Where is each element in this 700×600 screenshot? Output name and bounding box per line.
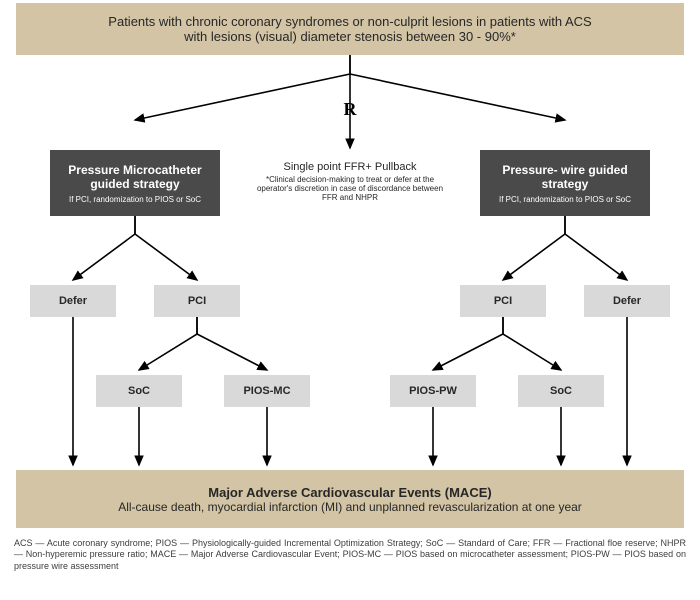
arm-right-title: Pressure- wire guided strategy — [488, 163, 642, 191]
header-line1: Patients with chronic coronary syndromes… — [108, 14, 591, 29]
randomization-label: R — [336, 98, 364, 120]
node-left-pios: PIOS-MC — [224, 375, 310, 407]
node-left-soc: SoC — [96, 375, 182, 407]
center-title: Single point FFR+ Pullback — [284, 161, 417, 173]
center-sub: *Clinical decision-making to treat or de… — [250, 175, 450, 202]
node-left-pci: PCI — [154, 285, 240, 317]
arm-right: Pressure- wire guided strategy If PCI, r… — [480, 150, 650, 216]
inclusion-header: Patients with chronic coronary syndromes… — [16, 3, 684, 55]
header-line2: with lesions (visual) diameter stenosis … — [184, 29, 516, 44]
abbreviations-footer: ACS — Acute coronary syndrome; PIOS — Ph… — [14, 538, 686, 594]
node-right-pci: PCI — [460, 285, 546, 317]
node-right-pios: PIOS-PW — [390, 375, 476, 407]
node-left-defer: Defer — [30, 285, 116, 317]
node-right-defer: Defer — [584, 285, 670, 317]
node-right-soc: SoC — [518, 375, 604, 407]
outcome-title: Major Adverse Cardiovascular Events (MAC… — [208, 485, 491, 500]
outcome-sub: All-cause death, myocardial infarction (… — [118, 500, 582, 514]
arm-left-sub: If PCI, randomization to PIOS or SoC — [69, 195, 201, 204]
arm-right-sub: If PCI, randomization to PIOS or SoC — [499, 195, 631, 204]
outcome-box: Major Adverse Cardiovascular Events (MAC… — [16, 470, 684, 528]
arm-left-title: Pressure Microcatheter guided strategy — [58, 163, 212, 191]
arm-left: Pressure Microcatheter guided strategy I… — [50, 150, 220, 216]
center-note: Single point FFR+ Pullback *Clinical dec… — [250, 148, 450, 214]
